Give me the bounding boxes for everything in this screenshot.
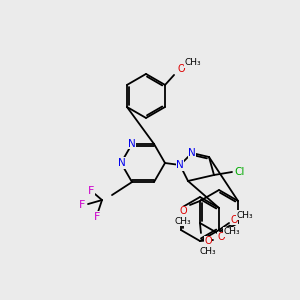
Text: F: F [79,200,85,210]
Text: Cl: Cl [235,167,245,177]
Text: CH₃: CH₃ [185,58,201,68]
Text: O: O [217,232,225,242]
Text: F: F [94,212,100,222]
Text: O: O [230,215,238,225]
Text: F: F [88,186,94,196]
Text: CH₃: CH₃ [175,217,191,226]
Text: O: O [179,206,187,216]
Text: N: N [176,160,184,170]
Text: CH₃: CH₃ [224,227,240,236]
Text: O: O [204,236,212,246]
Text: O: O [177,64,185,74]
Text: N: N [118,158,126,168]
Text: CH₃: CH₃ [200,247,216,256]
Text: CH₃: CH₃ [237,211,254,220]
Text: N: N [128,139,136,149]
Text: N: N [188,148,196,158]
